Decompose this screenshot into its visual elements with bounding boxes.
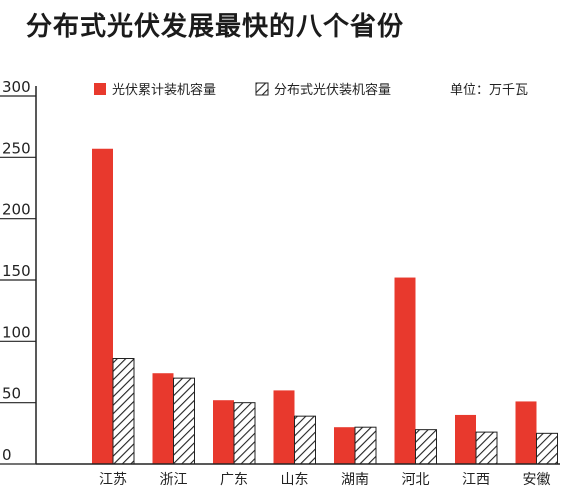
bar-distributed <box>173 377 195 465</box>
x-tick-label: 河北 <box>402 472 430 488</box>
y-axis: 0 50 100 150 200 250 300 <box>0 78 37 465</box>
x-tick-label: 广东 <box>220 472 248 488</box>
legend-label: 光伏累计装机容量 <box>112 82 216 98</box>
y-tick-label: 0 <box>2 446 12 464</box>
y-tick-label: 200 <box>2 201 31 219</box>
x-tick-label: 山东 <box>281 472 309 488</box>
legend: 光伏累计装机容量 分布式光伏装机容量 <box>94 82 391 98</box>
bar-total <box>334 427 355 464</box>
legend-swatch <box>255 82 269 96</box>
x-tick-label: 江苏 <box>99 472 127 488</box>
x-tick-label: 湖南 <box>341 472 369 488</box>
bar-distributed <box>354 426 377 465</box>
legend-swatch <box>94 83 106 95</box>
bar-total <box>394 277 416 464</box>
bar-total <box>213 400 234 464</box>
bar-distributed <box>415 429 437 465</box>
bar-distributed <box>536 432 558 465</box>
unit-label: 单位：万千瓦 <box>450 83 528 98</box>
bar-distributed <box>112 358 135 465</box>
y-tick-label: 100 <box>2 323 31 341</box>
x-axis: 江苏 浙江 广东 山东 湖南 河北 江西 安徽 <box>36 463 560 488</box>
legend-label: 分布式光伏装机容量 <box>274 82 391 98</box>
chart-title: 分布式光伏发展最快的八个省份 <box>26 12 405 42</box>
bar-total <box>455 414 476 464</box>
bar-total <box>273 390 295 464</box>
y-tick-label: 150 <box>2 262 31 280</box>
y-tick-label: 250 <box>2 139 31 157</box>
x-tick-label: 浙江 <box>160 472 188 488</box>
bar-distributed <box>294 415 316 465</box>
bars <box>92 148 558 465</box>
x-tick-label: 江西 <box>462 472 490 488</box>
y-tick-label: 50 <box>2 385 21 403</box>
y-tick-label: 300 <box>2 78 31 96</box>
bar-distributed <box>475 431 498 465</box>
x-tick-label: 安徽 <box>523 472 551 488</box>
bar-total <box>515 401 537 464</box>
bar-total <box>92 148 113 464</box>
bar-distributed <box>233 402 256 465</box>
bar-total <box>152 373 174 464</box>
